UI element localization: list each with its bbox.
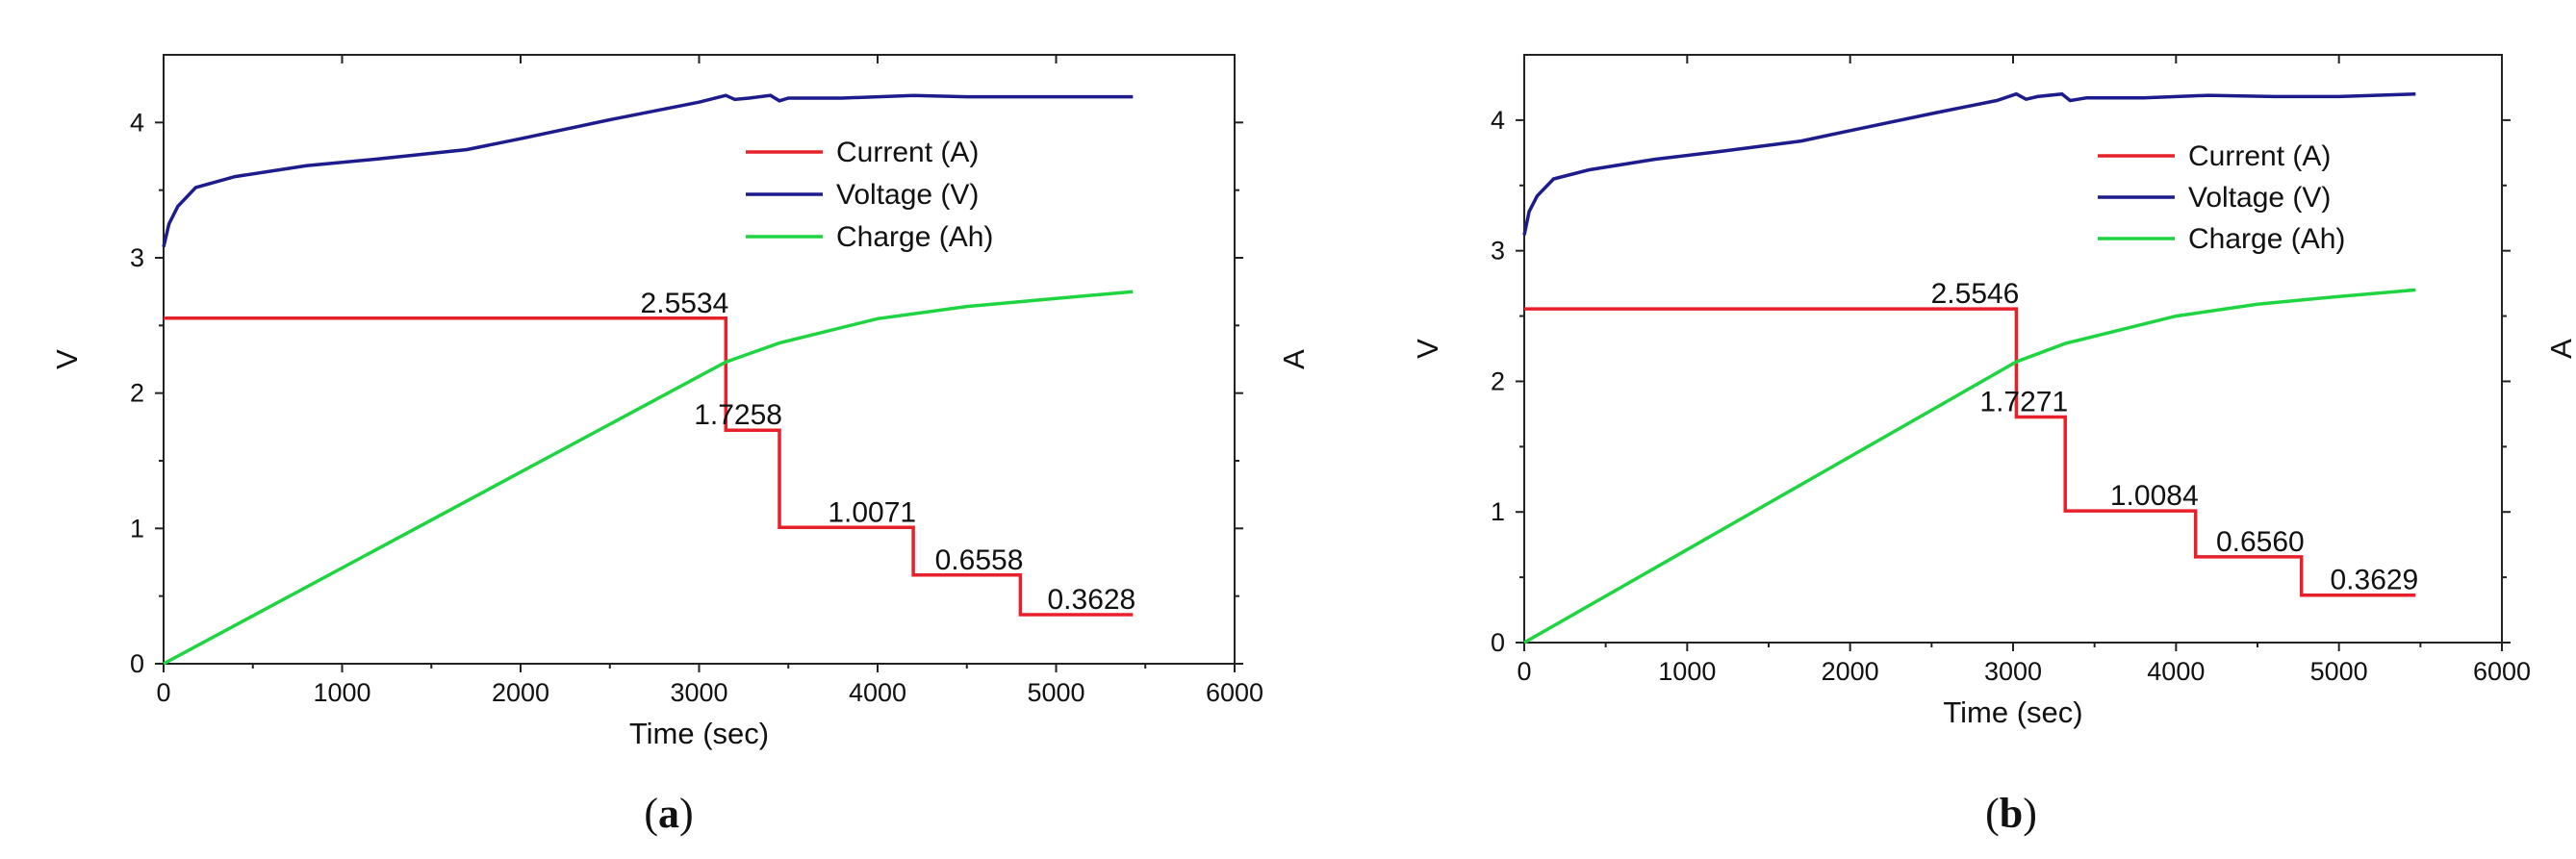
series-line-voltage xyxy=(1522,91,2416,236)
series-line-current xyxy=(164,316,1134,617)
chart-panel-a: 0 1000 2000 3000 4000 5000 6000 0 1 2 3 4 Time (sec)… xyxy=(50,54,1311,837)
y-tick-label: 3 xyxy=(130,243,144,272)
legend-label: Current (A) xyxy=(2188,140,2331,172)
x-tick-label: 1000 xyxy=(1658,657,1716,686)
panel-caption: (b) xyxy=(1985,790,2037,837)
legend-label: Voltage (V) xyxy=(2188,182,2331,214)
series-line-charge xyxy=(163,290,1134,666)
data-label: 2.5534 xyxy=(641,288,729,319)
chart-panel-b: 0 1000 2000 3000 4000 5000 6000 0 1 2 3 4 Time (sec)… xyxy=(1411,54,2576,837)
plot-frame xyxy=(1523,54,2503,644)
data-label: 1.7271 xyxy=(1979,386,2068,417)
data-label: 0.3629 xyxy=(2330,565,2418,596)
data-label: 1.0084 xyxy=(2110,480,2199,512)
x-axis-label: Time (sec) xyxy=(629,717,769,750)
y-axis-label-left: V xyxy=(1411,339,1444,359)
legend-label: Charge (Ah) xyxy=(2188,223,2345,255)
data-label: 1.0071 xyxy=(828,496,916,528)
y-axis-label-right: A xyxy=(1277,349,1311,369)
y-axis-label-right: A xyxy=(2544,339,2576,359)
data-label: 0.3628 xyxy=(1047,584,1135,616)
x-tick-label: 4000 xyxy=(849,678,906,707)
legend-label: Voltage (V) xyxy=(836,179,979,211)
x-tick-label: 0 xyxy=(1517,657,1531,686)
plot-frame xyxy=(163,54,1236,665)
y-axis-label-left: V xyxy=(50,349,84,369)
x-tick-label: 3000 xyxy=(670,678,727,707)
y-tick-label: 2 xyxy=(130,379,144,408)
series-line-charge xyxy=(1523,288,2416,644)
x-tick-label: 6000 xyxy=(1206,678,1263,707)
y-tick-label: 4 xyxy=(130,108,144,137)
data-label: 0.6560 xyxy=(2216,526,2305,558)
x-tick-label: 5000 xyxy=(1027,678,1084,707)
data-label: 0.6558 xyxy=(935,544,1024,576)
x-tick-label: 3000 xyxy=(1984,657,2042,686)
x-tick-label: 6000 xyxy=(2473,657,2531,686)
x-tick-label: 5000 xyxy=(2310,657,2368,686)
series-line-voltage xyxy=(162,93,1134,248)
data-label: 2.5546 xyxy=(1931,278,2020,310)
x-tick-label: 2000 xyxy=(492,678,549,707)
y-tick-label: 4 xyxy=(1491,106,1505,135)
y-tick-label: 1 xyxy=(130,514,144,543)
y-tick-label: 0 xyxy=(130,649,144,678)
x-tick-label: 2000 xyxy=(1822,657,1879,686)
x-tick-label: 0 xyxy=(156,678,170,707)
y-tick-label: 0 xyxy=(1491,628,1505,657)
panel-caption: (a) xyxy=(644,790,693,837)
data-label: 1.7258 xyxy=(694,399,782,431)
y-tick-label: 1 xyxy=(1491,497,1505,526)
x-tick-label: 1000 xyxy=(313,678,370,707)
y-tick-label: 2 xyxy=(1491,366,1505,395)
legend-label: Current (A) xyxy=(836,137,979,168)
x-axis-label: Time (sec) xyxy=(1943,695,2082,729)
y-tick-label: 3 xyxy=(1491,237,1505,265)
legend-label: Charge (Ah) xyxy=(836,221,993,253)
x-tick-label: 4000 xyxy=(2147,657,2205,686)
